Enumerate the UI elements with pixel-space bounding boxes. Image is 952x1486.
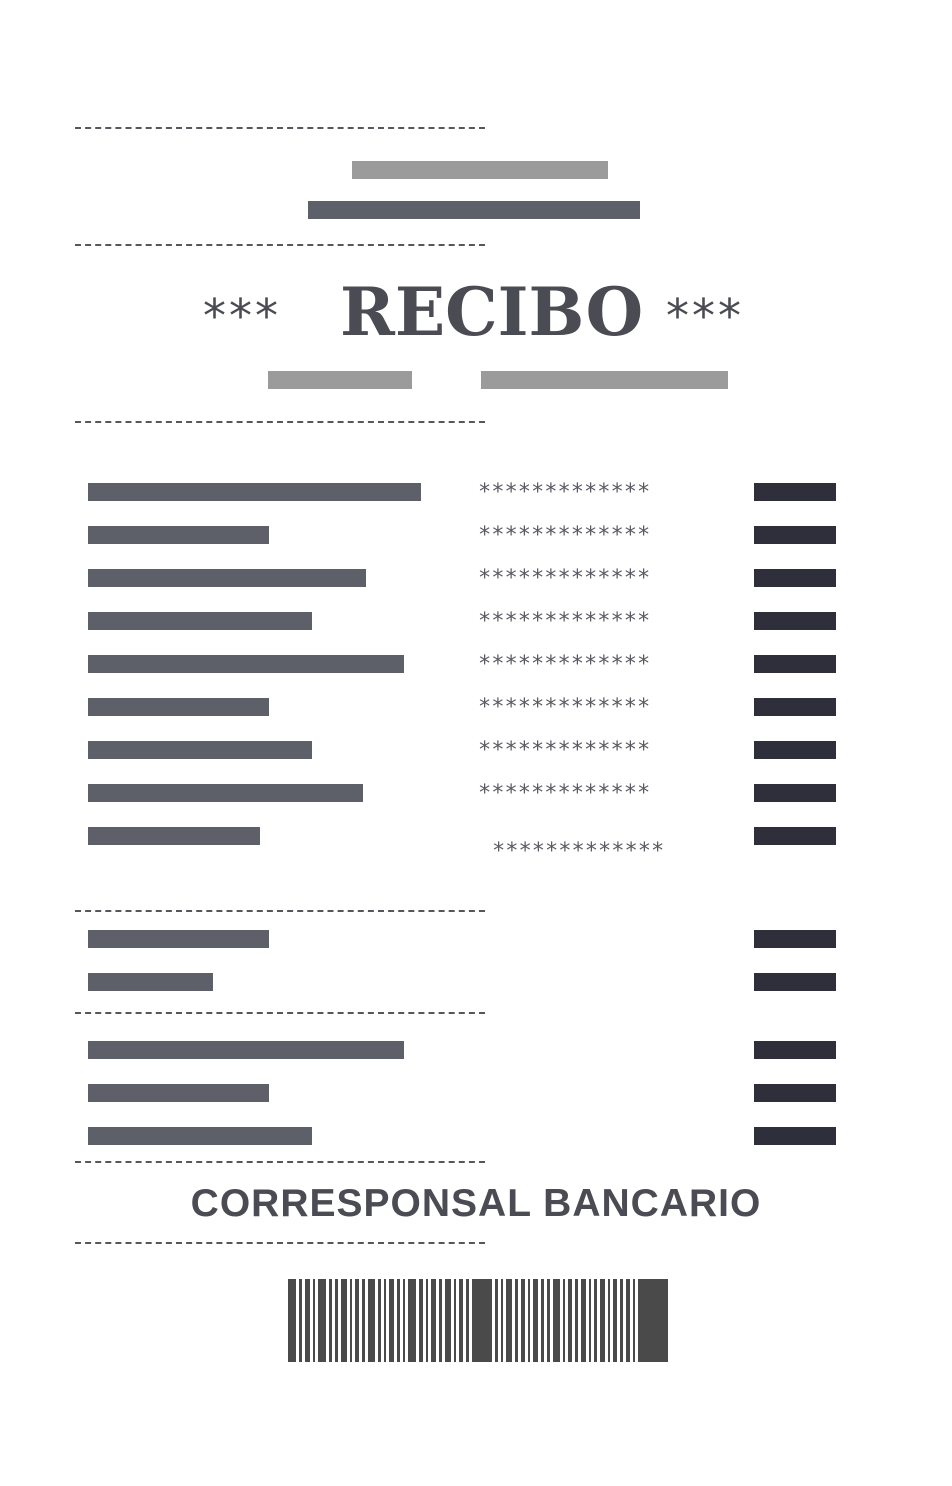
separator-line: [75, 127, 485, 129]
row-label-placeholder: [88, 483, 421, 501]
receipt-title: RECIBO: [340, 273, 644, 351]
masked-value: *************: [478, 652, 651, 677]
masked-value: *************: [478, 566, 651, 591]
total-label-placeholder: [88, 1041, 404, 1059]
subtitle-placeholder-bar: [268, 371, 412, 389]
masked-value: *************: [478, 738, 651, 763]
row-value-placeholder: [754, 483, 836, 501]
total-label-placeholder: [88, 1084, 269, 1102]
row-value-placeholder: [754, 655, 836, 673]
row-label-placeholder: [88, 526, 269, 544]
header-placeholder-bar: [308, 201, 640, 219]
masked-value: *************: [478, 695, 651, 720]
separator-line: [75, 421, 485, 423]
total-value-placeholder: [754, 1041, 836, 1059]
masked-value: *************: [492, 839, 665, 864]
subtitle-placeholder-bar: [481, 371, 728, 389]
masked-value: *************: [478, 609, 651, 634]
masked-value: *************: [478, 480, 651, 505]
separator-line: [75, 1161, 485, 1163]
row-value-placeholder: [754, 827, 836, 845]
row-value-placeholder: [754, 612, 836, 630]
row-label-placeholder: [88, 784, 363, 802]
title-decoration-left: ***: [203, 289, 281, 343]
title-decoration-right: ***: [666, 289, 744, 343]
separator-line: [75, 910, 485, 912]
separator-line: [75, 244, 485, 246]
total-value-placeholder: [754, 1127, 836, 1145]
masked-value: *************: [478, 523, 651, 548]
total-label-placeholder: [88, 1127, 312, 1145]
total-value-placeholder: [754, 973, 836, 991]
row-value-placeholder: [754, 526, 836, 544]
total-label-placeholder: [88, 930, 269, 948]
barcode-icon: [288, 1279, 668, 1362]
total-label-placeholder: [88, 973, 213, 991]
row-value-placeholder: [754, 569, 836, 587]
row-label-placeholder: [88, 612, 312, 630]
row-value-placeholder: [754, 698, 836, 716]
total-value-placeholder: [754, 930, 836, 948]
row-label-placeholder: [88, 655, 404, 673]
row-value-placeholder: [754, 784, 836, 802]
row-label-placeholder: [88, 569, 366, 587]
header-placeholder-bar: [352, 161, 608, 179]
separator-line: [75, 1242, 485, 1244]
row-label-placeholder: [88, 698, 269, 716]
row-value-placeholder: [754, 741, 836, 759]
total-value-placeholder: [754, 1084, 836, 1102]
masked-value: *************: [478, 781, 651, 806]
footer-title: CORRESPONSAL BANCARIO: [190, 1182, 762, 1225]
row-label-placeholder: [88, 741, 312, 759]
separator-line: [75, 1012, 485, 1014]
row-label-placeholder: [88, 827, 260, 845]
